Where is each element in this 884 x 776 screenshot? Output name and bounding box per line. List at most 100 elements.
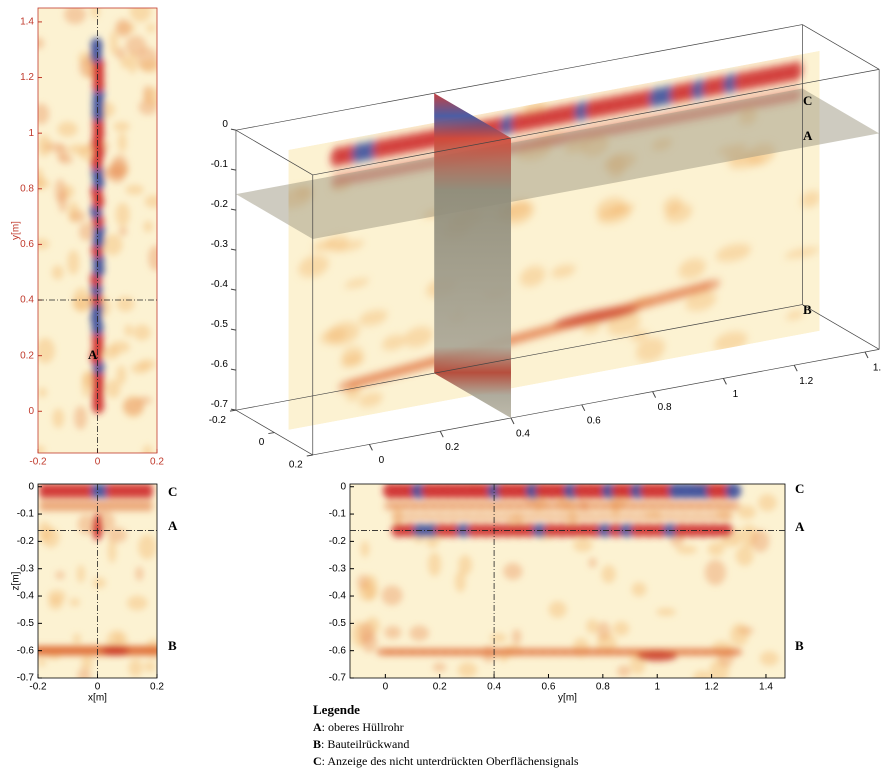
heat-blob bbox=[344, 278, 370, 288]
annotation: B bbox=[803, 302, 812, 317]
heat-blob bbox=[52, 408, 65, 429]
heat-blob bbox=[800, 190, 820, 208]
heat-blob bbox=[499, 512, 516, 521]
heat-blob bbox=[458, 512, 475, 521]
heat-blob bbox=[115, 47, 126, 60]
annotation: C bbox=[795, 481, 804, 496]
legend-item: A: oberes Hüllrohr bbox=[313, 720, 404, 734]
heat-blob bbox=[90, 8, 100, 19]
heat-blob bbox=[113, 121, 130, 132]
heat-blob bbox=[90, 37, 103, 54]
heat-blob bbox=[144, 195, 157, 208]
heat-blob bbox=[381, 585, 403, 606]
heat-blob bbox=[46, 499, 57, 512]
y-tick-label: 0.4 bbox=[20, 295, 34, 306]
heat-blob bbox=[76, 484, 87, 499]
y-tick-label: 0.2 bbox=[445, 442, 459, 453]
heat-blob bbox=[125, 184, 144, 195]
z-tick-label: -0.4 bbox=[211, 279, 229, 290]
heat-blob bbox=[80, 655, 94, 670]
heat-blob bbox=[786, 61, 803, 82]
heat-blob bbox=[64, 8, 87, 25]
heat-blob bbox=[38, 499, 49, 512]
annotation: C bbox=[803, 93, 812, 108]
heat-blob bbox=[662, 512, 679, 521]
heat-blob bbox=[418, 512, 435, 521]
heat-blob bbox=[48, 596, 63, 610]
heat-blob bbox=[149, 645, 157, 656]
x-tick-label: 0.2 bbox=[150, 682, 164, 693]
heat-blob bbox=[91, 499, 102, 512]
heat-blob bbox=[144, 661, 156, 673]
y-tick-label: 0.2 bbox=[20, 350, 34, 361]
heat-blob bbox=[432, 662, 447, 672]
heat-blob bbox=[42, 527, 60, 548]
z-tick bbox=[230, 408, 237, 411]
x-tick-label: 0 bbox=[95, 457, 101, 468]
heat-blob bbox=[617, 665, 631, 678]
horizontal-slice bbox=[235, 88, 880, 239]
heat-blob bbox=[548, 601, 567, 618]
heat-blob bbox=[148, 245, 157, 271]
heat-blob bbox=[38, 238, 50, 250]
heat-blob bbox=[751, 529, 770, 553]
heat-blob bbox=[445, 512, 462, 521]
heat-blobs bbox=[351, 484, 779, 678]
y-tick-label: 0 bbox=[379, 455, 385, 466]
heat-blob bbox=[665, 203, 693, 223]
heat-blob bbox=[390, 512, 407, 521]
legend-item: B: Bauteilrückwand bbox=[313, 737, 409, 751]
legend: Legende A: oberes Hüllrohr B: Bauteilrüc… bbox=[313, 702, 579, 768]
x-tick-label: 0.6 bbox=[542, 682, 556, 693]
heat-blob bbox=[676, 512, 693, 521]
y-tick-label: 0.6 bbox=[20, 239, 34, 250]
x-tick-label: 0.4 bbox=[487, 682, 501, 693]
heat-blob bbox=[109, 30, 118, 55]
heat-blob bbox=[135, 499, 146, 512]
heat-blob bbox=[608, 512, 625, 521]
heat-blob bbox=[612, 621, 630, 636]
y-tick bbox=[439, 430, 444, 438]
heat-blob bbox=[519, 266, 546, 287]
y-tick bbox=[793, 364, 798, 372]
heat-blob bbox=[540, 512, 557, 521]
heat-blob bbox=[115, 18, 131, 38]
heat-blob bbox=[631, 582, 647, 597]
heat-blob bbox=[785, 310, 804, 320]
y-tick-label: 0.8 bbox=[658, 402, 672, 413]
heat-blob bbox=[128, 499, 139, 512]
heat-blob bbox=[699, 279, 721, 291]
y-tick-label: -0.7 bbox=[329, 673, 347, 684]
legend-text: : oberes Hüllrohr bbox=[322, 720, 404, 734]
z-tick bbox=[230, 288, 237, 291]
heat-blob bbox=[68, 484, 79, 499]
heat-blob bbox=[92, 577, 106, 589]
x-tick bbox=[268, 432, 275, 435]
heat-blob bbox=[758, 494, 777, 512]
heat-blob bbox=[554, 512, 571, 521]
heat-blob bbox=[690, 512, 706, 521]
heat-blobs bbox=[38, 484, 157, 678]
heat-blob bbox=[358, 309, 388, 326]
y-tick bbox=[652, 391, 657, 398]
y-axis-label: y[m] bbox=[11, 221, 22, 240]
heat-blob bbox=[57, 121, 78, 137]
y-axis-label: z[m] bbox=[11, 571, 22, 590]
heat-blob bbox=[102, 346, 120, 360]
x-tick-label: 0.2 bbox=[150, 457, 164, 468]
y-tick-label: 0.8 bbox=[20, 183, 34, 194]
heat-blob bbox=[98, 499, 109, 512]
heat-blob bbox=[120, 484, 131, 499]
z-tick-label: -0.7 bbox=[211, 399, 229, 410]
y-tick-label: -0.1 bbox=[329, 509, 347, 520]
heat-blob bbox=[567, 512, 584, 521]
legend-key: C bbox=[313, 754, 322, 768]
heat-blob bbox=[717, 512, 734, 521]
z-tick-label: -0.1 bbox=[211, 159, 229, 170]
heat-blob bbox=[573, 538, 593, 552]
y-tick-label: 1 bbox=[28, 128, 34, 139]
x-axis-label: y[m] bbox=[558, 693, 577, 704]
y-tick-label: 0 bbox=[28, 406, 34, 417]
heat-blob bbox=[594, 512, 611, 521]
heat-blob bbox=[77, 514, 95, 535]
